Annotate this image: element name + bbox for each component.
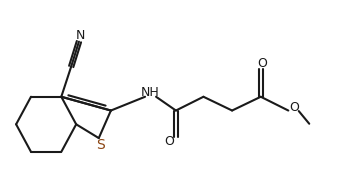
Text: S: S	[96, 138, 105, 152]
Text: O: O	[289, 101, 299, 114]
Text: O: O	[164, 135, 174, 149]
Text: O: O	[257, 57, 267, 70]
Text: NH: NH	[141, 86, 160, 99]
Text: N: N	[75, 29, 85, 42]
